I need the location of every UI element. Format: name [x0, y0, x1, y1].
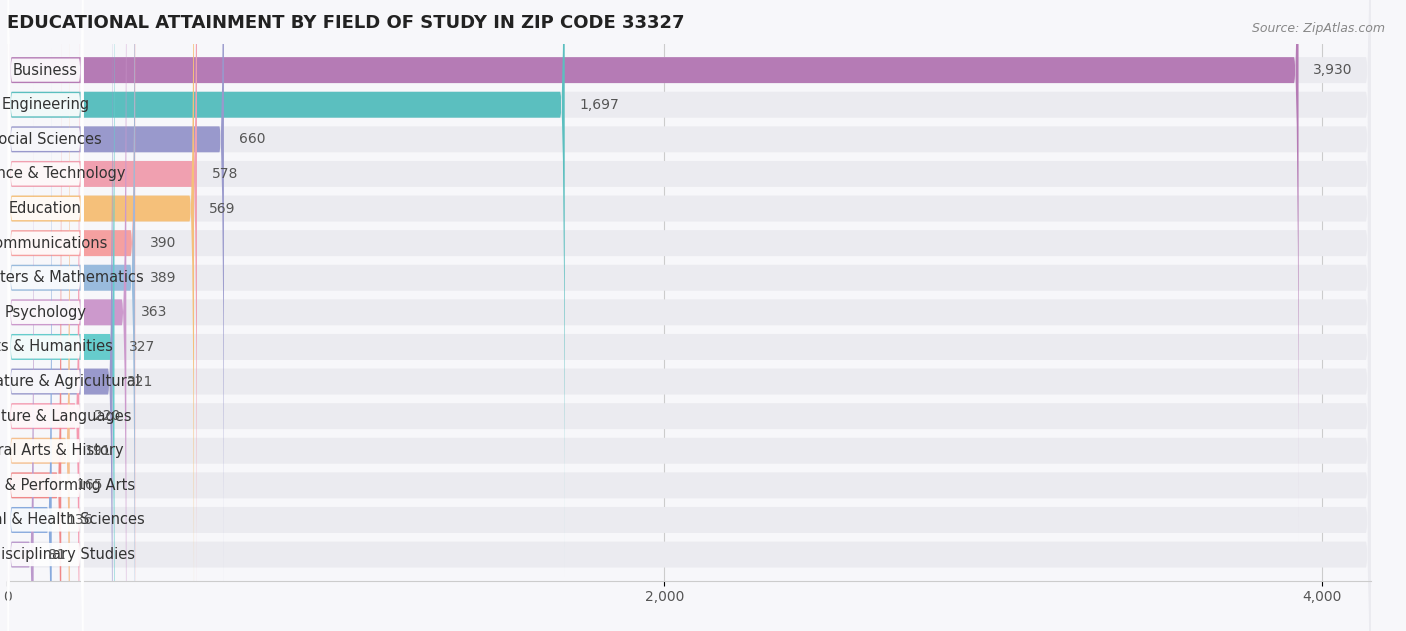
- Text: 3,930: 3,930: [1313, 63, 1353, 77]
- FancyBboxPatch shape: [7, 82, 83, 631]
- FancyBboxPatch shape: [7, 0, 83, 631]
- FancyBboxPatch shape: [7, 0, 1371, 631]
- FancyBboxPatch shape: [7, 0, 194, 631]
- Text: Education: Education: [8, 201, 82, 216]
- Text: 81: 81: [48, 548, 66, 562]
- FancyBboxPatch shape: [7, 116, 83, 631]
- Text: 165: 165: [76, 478, 103, 492]
- FancyBboxPatch shape: [7, 14, 1371, 631]
- FancyBboxPatch shape: [7, 0, 83, 612]
- FancyBboxPatch shape: [7, 83, 34, 631]
- FancyBboxPatch shape: [7, 0, 83, 631]
- FancyBboxPatch shape: [7, 13, 83, 631]
- Text: Multidisciplinary Studies: Multidisciplinary Studies: [0, 547, 135, 562]
- FancyBboxPatch shape: [7, 0, 1371, 631]
- FancyBboxPatch shape: [7, 0, 83, 631]
- Text: Psychology: Psychology: [4, 305, 87, 320]
- FancyBboxPatch shape: [7, 0, 127, 631]
- FancyBboxPatch shape: [7, 0, 83, 631]
- FancyBboxPatch shape: [7, 0, 83, 631]
- Text: 321: 321: [128, 375, 153, 389]
- FancyBboxPatch shape: [7, 0, 83, 631]
- FancyBboxPatch shape: [7, 0, 114, 631]
- FancyBboxPatch shape: [7, 0, 1371, 631]
- Text: 569: 569: [209, 201, 235, 216]
- FancyBboxPatch shape: [7, 47, 83, 631]
- Text: 660: 660: [239, 133, 266, 146]
- FancyBboxPatch shape: [7, 0, 1371, 631]
- Text: Literature & Languages: Literature & Languages: [0, 409, 132, 423]
- FancyBboxPatch shape: [7, 0, 70, 631]
- FancyBboxPatch shape: [7, 0, 1371, 631]
- Text: 220: 220: [94, 409, 121, 423]
- FancyBboxPatch shape: [7, 0, 197, 631]
- Text: 363: 363: [141, 305, 167, 319]
- Text: 389: 389: [149, 271, 176, 285]
- Text: 1,697: 1,697: [579, 98, 619, 112]
- FancyBboxPatch shape: [7, 0, 83, 577]
- Text: 327: 327: [129, 340, 156, 354]
- FancyBboxPatch shape: [7, 0, 112, 631]
- FancyBboxPatch shape: [7, 0, 83, 509]
- FancyBboxPatch shape: [7, 0, 1371, 631]
- Text: Liberal Arts & History: Liberal Arts & History: [0, 443, 124, 458]
- FancyBboxPatch shape: [7, 0, 1371, 631]
- Text: 578: 578: [212, 167, 238, 181]
- Text: Science & Technology: Science & Technology: [0, 167, 125, 182]
- FancyBboxPatch shape: [7, 0, 79, 631]
- FancyBboxPatch shape: [7, 0, 224, 611]
- FancyBboxPatch shape: [7, 0, 135, 631]
- FancyBboxPatch shape: [7, 0, 1371, 611]
- Text: Social Sciences: Social Sciences: [0, 132, 101, 147]
- FancyBboxPatch shape: [7, 14, 62, 631]
- Text: Bio, Nature & Agricultural: Bio, Nature & Agricultural: [0, 374, 139, 389]
- FancyBboxPatch shape: [7, 0, 1371, 631]
- FancyBboxPatch shape: [7, 0, 565, 576]
- Text: Source: ZipAtlas.com: Source: ZipAtlas.com: [1251, 22, 1385, 35]
- FancyBboxPatch shape: [7, 0, 1371, 631]
- Text: Arts & Humanities: Arts & Humanities: [0, 339, 112, 355]
- FancyBboxPatch shape: [7, 0, 135, 631]
- FancyBboxPatch shape: [7, 0, 1371, 631]
- Text: Computers & Mathematics: Computers & Mathematics: [0, 270, 143, 285]
- FancyBboxPatch shape: [7, 0, 83, 631]
- Text: Business: Business: [13, 62, 77, 78]
- Text: Engineering: Engineering: [1, 97, 90, 112]
- Text: 191: 191: [84, 444, 111, 457]
- FancyBboxPatch shape: [7, 49, 52, 631]
- FancyBboxPatch shape: [7, 0, 1371, 631]
- FancyBboxPatch shape: [7, 0, 1371, 576]
- Text: 390: 390: [150, 236, 176, 250]
- Text: Physical & Health Sciences: Physical & Health Sciences: [0, 512, 145, 528]
- Text: EDUCATIONAL ATTAINMENT BY FIELD OF STUDY IN ZIP CODE 33327: EDUCATIONAL ATTAINMENT BY FIELD OF STUDY…: [7, 13, 685, 32]
- Text: Communications: Communications: [0, 235, 107, 251]
- FancyBboxPatch shape: [7, 49, 1371, 631]
- FancyBboxPatch shape: [7, 0, 1299, 541]
- FancyBboxPatch shape: [7, 0, 83, 543]
- Text: Visual & Performing Arts: Visual & Performing Arts: [0, 478, 135, 493]
- Text: 136: 136: [66, 513, 93, 527]
